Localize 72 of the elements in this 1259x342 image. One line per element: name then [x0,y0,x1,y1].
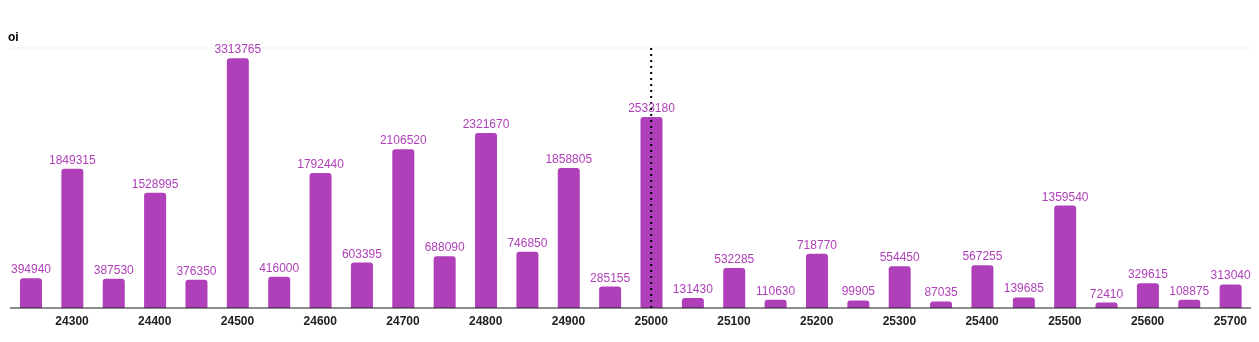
x-tick-label: 25100 [717,313,751,328]
data-label: 110630 [756,283,796,298]
bar [20,278,42,308]
data-label: 1858805 [545,151,593,166]
bar [350,262,373,308]
bar [309,172,332,308]
x-tick-label: 24400 [138,313,172,328]
data-label: 99905 [841,284,876,299]
x-tick-label: 25300 [882,313,917,328]
data-label: 376350 [176,263,217,278]
data-label: 532285 [714,251,755,266]
data-label: 1849315 [49,152,97,167]
data-label: 567255 [962,249,1003,264]
data-label: 3313765 [214,42,262,57]
data-label: 313040 [1210,268,1251,283]
data-label: 72410 [1089,286,1124,301]
bar [392,149,415,308]
data-label: 131430 [672,282,714,297]
bar [847,300,870,308]
bar [723,267,746,308]
data-label: 688090 [424,240,466,255]
bar [268,276,291,308]
x-tick-label: 24600 [303,313,338,328]
x-tick-label: 25400 [965,313,1000,328]
bar [1219,284,1242,308]
bar [805,253,828,308]
data-label: 554450 [879,250,921,265]
bar [599,286,622,308]
x-tick-label: 25600 [1130,313,1165,328]
data-label: 139685 [1003,281,1045,296]
data-label: 746850 [507,235,548,250]
x-tick-label: 25200 [799,313,834,328]
bar [516,251,539,308]
data-label: 1792440 [297,156,345,171]
x-tick-label: 24300 [55,313,90,328]
data-label: 603395 [341,246,383,261]
data-label: 416000 [259,260,300,275]
data-label: 1528995 [131,176,179,191]
x-tick-label: 25500 [1048,313,1082,328]
bar [61,168,84,308]
data-label: 2321670 [462,117,510,132]
x-tick-label: 25700 [1213,313,1248,328]
data-label: 329615 [1127,267,1169,282]
data-label: 2106520 [379,133,427,148]
bar [1136,283,1159,308]
bar [433,256,456,308]
data-label: 285155 [590,270,631,285]
data-label: 108875 [1169,283,1210,298]
y-axis-title: oi [8,30,19,44]
x-tick-label: 24700 [386,313,420,328]
bar [1054,205,1077,308]
bar [144,192,167,308]
bar [475,133,498,308]
bar [557,167,580,308]
data-label: 387530 [93,262,135,277]
bar [681,298,704,308]
bar [185,279,208,308]
bar [226,58,249,308]
bar [1012,297,1035,308]
bar [888,266,911,308]
data-label: 2533180 [628,101,676,116]
bar [640,117,663,308]
data-label: 87035 [924,285,959,300]
bar [971,265,994,308]
data-label: 394940 [10,262,52,277]
bar [102,278,125,308]
data-label: 718770 [796,237,838,252]
data-label: 1359540 [1041,189,1089,204]
x-tick-label: 24900 [551,313,586,328]
x-tick-label: 25000 [634,313,669,328]
x-tick-label: 24800 [469,313,503,328]
x-tick-label: 24500 [220,313,255,328]
